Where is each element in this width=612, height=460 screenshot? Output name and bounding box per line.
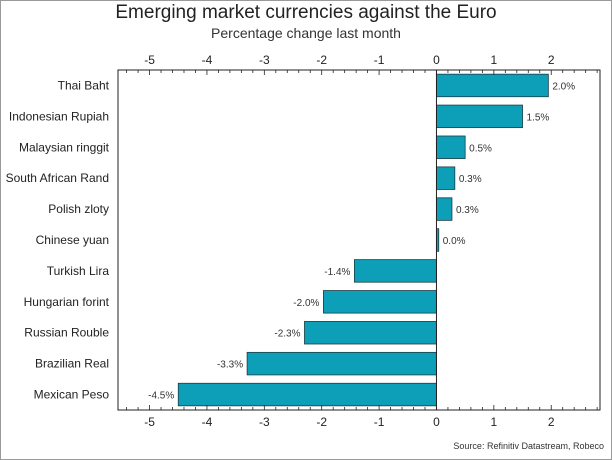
- x-tick-label-bottom: 1: [491, 415, 498, 429]
- x-tick-label-top: 1: [491, 53, 498, 67]
- x-tick-label-top: 2: [548, 53, 555, 67]
- category-label: Indonesian Rupiah: [9, 109, 109, 123]
- bar-hungarian-forint: [323, 290, 437, 314]
- plot-area: [117, 69, 601, 411]
- bar-south-african-rand: [436, 166, 456, 190]
- category-label: Mexican Peso: [34, 388, 110, 402]
- bar-turkish-lira: [354, 259, 437, 283]
- data-label: -2.3%: [274, 329, 300, 340]
- category-label: Brazilian Real: [35, 357, 109, 371]
- chart-source: Source: Refinitiv Datastream, Robeco: [453, 441, 604, 451]
- x-tick-label-bottom: 2: [548, 415, 555, 429]
- bar-malaysian-ringgit: [436, 135, 466, 159]
- chart-title: Emerging market currencies against the E…: [115, 2, 497, 23]
- category-label: Chinese yuan: [36, 233, 109, 247]
- data-label: 0.5%: [469, 143, 492, 154]
- category-label: South African Rand: [6, 171, 109, 185]
- bar-russian-rouble: [304, 321, 437, 345]
- x-tick-label-bottom: 0: [433, 415, 440, 429]
- category-label: Thai Baht: [58, 78, 110, 92]
- category-label: Turkish Lira: [47, 264, 110, 278]
- bar-indonesian-rupiah: [436, 104, 523, 129]
- x-tick-label-top: -1: [374, 53, 385, 67]
- data-label: -1.4%: [324, 267, 350, 278]
- category-label: Malaysian ringgit: [19, 140, 110, 154]
- data-label: 1.5%: [527, 112, 550, 123]
- x-tick-label-bottom: -1: [374, 415, 385, 429]
- x-tick-label-bottom: -2: [316, 415, 327, 429]
- data-label: 0.3%: [456, 205, 479, 216]
- data-label: 0.3%: [459, 174, 482, 185]
- bar-thai-baht: [436, 73, 549, 98]
- x-tick-label-bottom: -3: [259, 415, 270, 429]
- x-tick-label-top: -4: [202, 53, 213, 67]
- bar-polish-zloty: [436, 197, 453, 221]
- category-label: Russian Rouble: [24, 326, 109, 340]
- data-label: -2.0%: [293, 298, 319, 309]
- x-tick-label-top: 0: [433, 53, 440, 67]
- x-tick-label-top: -3: [259, 53, 270, 67]
- data-label: 0.0%: [443, 236, 466, 247]
- data-label: -3.3%: [217, 360, 243, 371]
- category-label: Polish zloty: [48, 202, 109, 216]
- bar-brazilian-real: [246, 351, 437, 376]
- x-tick-label-bottom: -5: [144, 415, 155, 429]
- data-label: 2.0%: [552, 81, 575, 92]
- chart-subtitle: Percentage change last month: [211, 25, 401, 41]
- x-tick-label-bottom: -4: [202, 415, 213, 429]
- bar-mexican-peso: [177, 382, 437, 407]
- x-tick-label-top: -5: [144, 53, 155, 67]
- category-label: Hungarian forint: [24, 295, 110, 309]
- x-tick-label-top: -2: [316, 53, 327, 67]
- data-label: -4.5%: [148, 391, 174, 402]
